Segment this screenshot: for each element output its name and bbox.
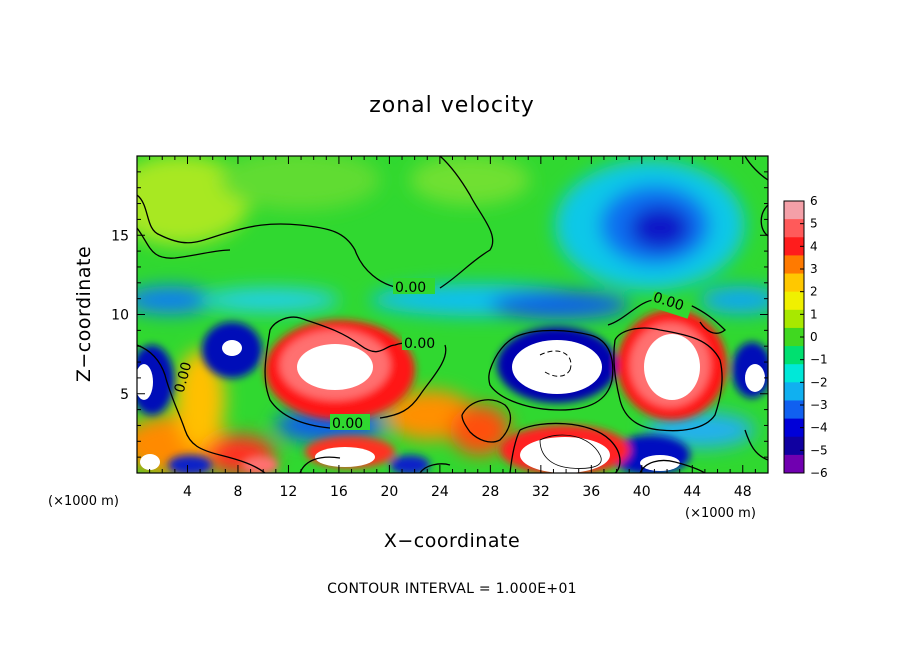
contour-lines [137, 156, 768, 473]
colorbar-tick-label: −1 [810, 353, 828, 367]
colorbar-swatch [784, 201, 804, 220]
y-tick-label: 15 [111, 228, 129, 244]
colorbar-tick-label: 5 [810, 217, 818, 231]
colorbar-tick-label: −2 [810, 375, 828, 389]
x-unit-right: (×1000 m) [685, 506, 756, 521]
y-tick-label: 5 [120, 387, 129, 403]
y-axis: 5 10 15 [111, 171, 768, 458]
colorbar-swatch [784, 291, 804, 311]
colorbar-swatch [784, 418, 804, 438]
contour-label: 0.00 [332, 416, 363, 432]
contour-interval-note: CONTOUR INTERVAL = 1.000E+01 [327, 581, 577, 597]
x-tick-label: 20 [380, 484, 398, 500]
x-tick-label: 28 [481, 484, 499, 500]
colorbar-tick-label: −6 [810, 466, 828, 480]
x-tick-label: 24 [431, 484, 449, 500]
colorbar-swatch [784, 436, 804, 456]
colorbar-tick-label: 2 [810, 285, 818, 299]
colorbar-swatch [784, 237, 804, 256]
colorbar-swatch [784, 346, 804, 365]
contour-label: 0.00 [404, 336, 435, 352]
colorbar-tick-label: 4 [810, 239, 818, 253]
x-tick-label: 4 [183, 484, 192, 500]
x-axis: 4 8 12 16 20 24 28 32 36 40 44 48 [149, 156, 756, 500]
colorbar-swatch [784, 273, 804, 293]
colorbar-swatch [784, 364, 804, 383]
contour-label: 0.00 [395, 280, 426, 296]
x-tick-label: 12 [280, 484, 298, 500]
colorbar-tick-label: −5 [810, 443, 828, 457]
colorbar-swatch [784, 400, 804, 420]
heatmap-field [137, 156, 768, 473]
colorbar-tick-label: −4 [810, 421, 828, 435]
x-tick-label: 36 [582, 484, 600, 500]
colorbar-tick-label: 3 [810, 262, 818, 276]
x-tick-label: 32 [532, 484, 550, 500]
colorbar-swatch [784, 309, 804, 329]
x-tick-label: 48 [734, 484, 752, 500]
colorbar-tick-label: −3 [810, 398, 828, 412]
colorbar-tick-label: 6 [810, 194, 818, 208]
x-tick-label: 40 [633, 484, 651, 500]
chart-title: zonal velocity [369, 93, 535, 118]
contour-label: 0.00 [172, 360, 196, 394]
colorbar-swatch [784, 327, 804, 347]
colorbar-swatch [784, 454, 804, 474]
x-tick-label: 8 [233, 484, 242, 500]
saturated-cores [137, 334, 765, 473]
colorbar-swatch [784, 382, 804, 401]
x-tick-label: 16 [330, 484, 348, 500]
y-axis-label: Z−coordinate [73, 246, 95, 382]
colorbar-swatch [784, 219, 804, 238]
x-tick-label: 44 [683, 484, 701, 500]
y-tick-label: 10 [111, 308, 129, 324]
x-unit-left: (×1000 m) [48, 494, 119, 509]
colorbar-swatch [784, 255, 804, 275]
x-axis-label: X−coordinate [384, 530, 520, 552]
colorbar-tick-label: 0 [810, 330, 818, 344]
colorbar-tick-label: 1 [810, 307, 818, 321]
colorbar: 6 5 4 3 2 1 0 −1 −2 −3 −4 −5 −6 [783, 194, 828, 480]
